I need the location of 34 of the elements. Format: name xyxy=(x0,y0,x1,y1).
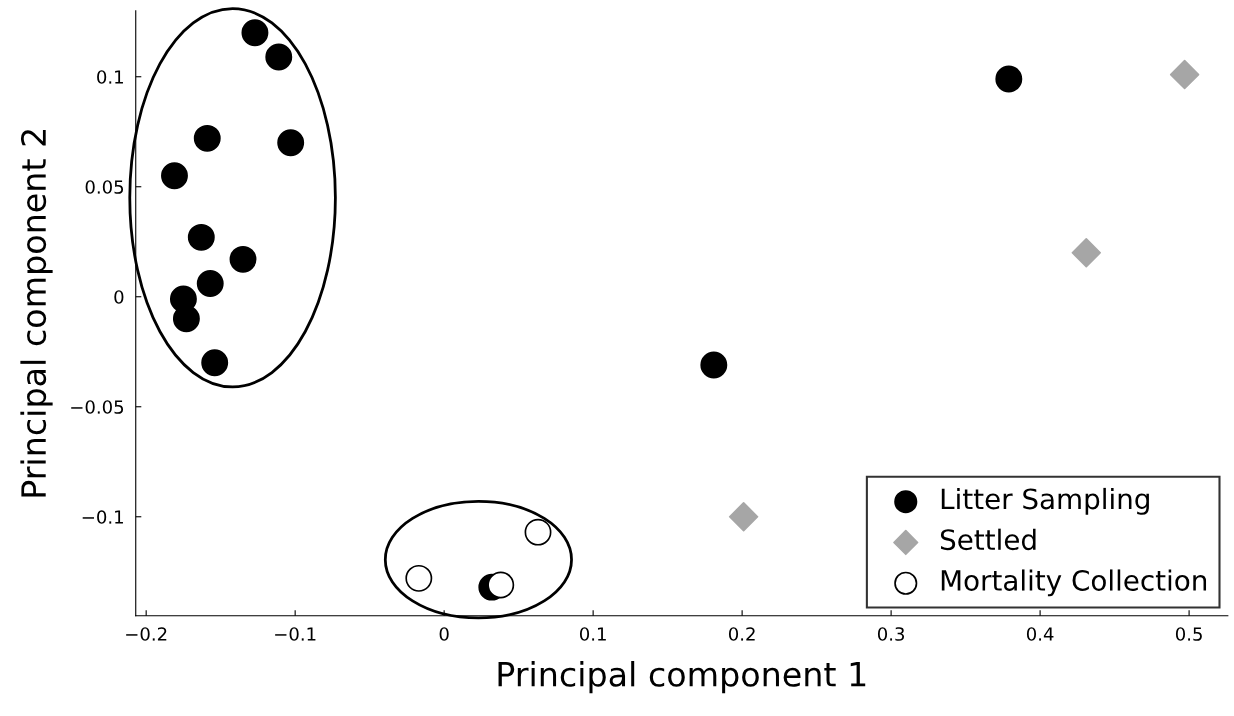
point xyxy=(196,270,224,297)
y-axis-title: Principal component 2 xyxy=(20,130,53,497)
legend-label: Mortality Collection xyxy=(941,569,1207,597)
point xyxy=(187,223,215,251)
y-tick-label: 0 xyxy=(114,290,124,304)
x-tick-label: 0.3 xyxy=(877,627,905,641)
y-tick-label: 0.05 xyxy=(85,180,124,194)
point xyxy=(1071,238,1102,268)
point xyxy=(700,351,728,379)
y-tick-label: −0.05 xyxy=(71,400,124,414)
point xyxy=(1169,59,1200,90)
y-tick-label: 0.1 xyxy=(97,70,123,84)
point xyxy=(487,571,515,599)
x-tick-label: 0.4 xyxy=(1026,627,1054,641)
x-axis-title: Principal component 1 xyxy=(498,661,866,694)
point xyxy=(201,349,229,377)
x-tick-label: 0.5 xyxy=(1175,627,1202,641)
point xyxy=(193,124,221,152)
point xyxy=(728,502,759,532)
legend-label: Settled xyxy=(940,528,1036,551)
point xyxy=(265,43,293,71)
point xyxy=(172,305,200,333)
x-tick-label: 0.1 xyxy=(579,627,606,641)
point xyxy=(277,129,305,157)
y-tick-label: −0.1 xyxy=(82,510,123,524)
point xyxy=(229,245,257,273)
legend-label: Litter Sampling xyxy=(941,487,1149,515)
x-tick-label: 0 xyxy=(439,627,449,641)
x-tick-label: −0.1 xyxy=(275,627,316,641)
x-tick-label: −0.2 xyxy=(126,627,167,641)
point xyxy=(161,162,188,190)
x-tick-label: 0.2 xyxy=(728,627,755,641)
point xyxy=(995,65,1023,93)
point xyxy=(241,19,269,47)
